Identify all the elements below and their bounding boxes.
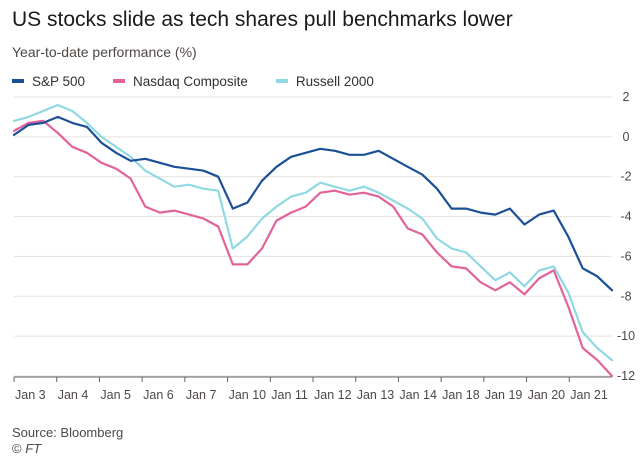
legend: S&P 500 Nasdaq Composite Russell 2000 <box>12 72 402 90</box>
y-tick-label: -10 <box>617 329 635 343</box>
legend-swatch-nasdaq <box>113 79 126 83</box>
legend-item-nasdaq: Nasdaq Composite <box>113 74 248 89</box>
legend-swatch-russell <box>275 79 288 83</box>
x-tick-label: Jan 13 <box>357 388 395 402</box>
x-tick-label: Jan 18 <box>442 388 480 402</box>
legend-label-sp500: S&P 500 <box>32 73 86 89</box>
chart-title: US stocks slide as tech shares pull benc… <box>12 8 513 31</box>
source-note: Source: Bloomberg <box>12 425 124 440</box>
x-tick-label: Jan 19 <box>485 388 523 402</box>
x-tick-label: Jan 3 <box>15 388 46 402</box>
x-tick-label: Jan 10 <box>229 388 267 402</box>
ft-logo-text: FT <box>25 441 42 456</box>
y-tick-label: -4 <box>620 210 631 224</box>
x-tick-label: Jan 7 <box>186 388 217 402</box>
legend-item-russell: Russell 2000 <box>275 73 374 89</box>
line-nasdaq <box>12 119 614 378</box>
y-tick-label: -12 <box>617 369 635 383</box>
x-tick-label: Jan 11 <box>271 388 308 402</box>
x-tick-label: Jan 21 <box>570 388 608 402</box>
chart-subtitle: Year-to-date performance (%) <box>12 44 197 60</box>
legend-swatch-sp500 <box>12 79 24 83</box>
x-tick-label: Jan 6 <box>143 388 174 402</box>
x-tick-label: Jan 14 <box>399 388 437 402</box>
y-tick-label: -2 <box>620 170 631 184</box>
legend-label-russell: Russell 2000 <box>295 73 374 89</box>
line-russell <box>12 103 614 362</box>
credit-note: © FT <box>12 441 41 456</box>
x-tick-label: Jan 4 <box>58 388 89 402</box>
x-tick-label: Jan 12 <box>314 388 352 402</box>
copyright-symbol: © <box>12 441 22 456</box>
x-tick-label: Jan 5 <box>100 388 131 402</box>
legend-item-sp500: S&P 500 <box>12 74 85 89</box>
line-sp500 <box>12 115 614 292</box>
x-tick-label: Jan 20 <box>528 388 566 402</box>
y-tick-label: 2 <box>623 90 630 104</box>
y-tick-label: -6 <box>620 249 631 263</box>
legend-label-nasdaq: Nasdaq Composite <box>133 73 248 89</box>
y-tick-label: -8 <box>620 289 631 303</box>
y-tick-label: 0 <box>623 130 630 144</box>
